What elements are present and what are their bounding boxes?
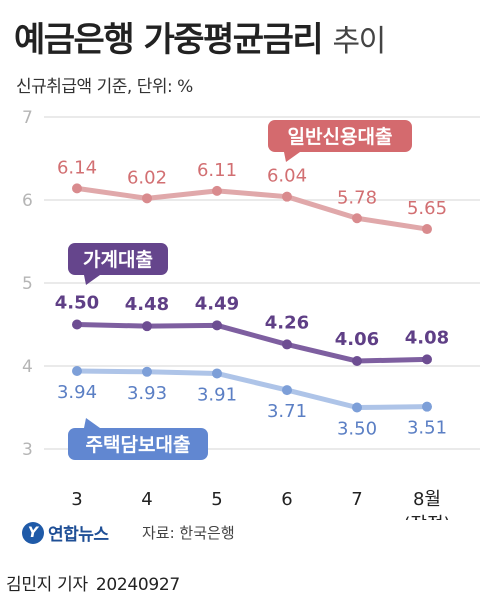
data-point <box>72 319 82 330</box>
line-chart: 6.14 6.02 6.11 6.04 5.78 5.65 4.50 4.48 4.49 4.26… <box>22 108 480 520</box>
data-point <box>212 368 222 379</box>
x-tick-label: 6 <box>281 489 292 510</box>
series-lines <box>74 185 430 410</box>
series-tag-box <box>68 243 168 275</box>
data-label: 3.51 <box>407 418 447 439</box>
series-tag-box <box>68 428 208 460</box>
data-point <box>282 385 292 396</box>
chart-title-main: 예금은행 가중평균금리 <box>14 20 324 60</box>
series-points <box>72 183 432 413</box>
credit-line: 김민지 기자 20240927 <box>6 570 180 595</box>
data-point <box>142 321 152 332</box>
x-tick-label: 7 <box>351 489 362 510</box>
data-label: 3.93 <box>127 383 167 404</box>
data-label: 3.71 <box>267 401 307 422</box>
axis-labels: 3 4 5 6 7 3 4 5 6 7 8월 (잠정) <box>22 108 451 520</box>
data-point <box>352 213 362 224</box>
x-tick-label: 8월 <box>413 489 441 510</box>
yonhap-logo: Y 연합뉴스 <box>22 520 109 545</box>
data-label: 6.02 <box>127 167 167 188</box>
y-tick-label: 3 <box>22 440 33 460</box>
data-point <box>422 401 432 412</box>
author-name: 김민지 기자 <box>6 575 88 595</box>
x-tick-sublabel: (잠정) <box>403 514 450 520</box>
series-tag-label: 주택담보대출 <box>86 434 191 456</box>
data-point <box>72 365 82 376</box>
series-line <box>74 322 430 364</box>
data-point <box>72 183 82 194</box>
data-label: 3.50 <box>337 419 377 440</box>
data-point <box>212 185 222 196</box>
series-line <box>74 185 430 232</box>
data-label: 4.26 <box>265 312 309 333</box>
data-point <box>142 366 152 377</box>
data-label: 4.48 <box>125 294 169 315</box>
credit-bar <box>0 558 500 606</box>
data-label: 4.50 <box>55 293 99 314</box>
data-point <box>282 339 292 350</box>
series-tag-box <box>268 120 412 152</box>
chart-subtitle: 신규취급액 기준, 단위: % <box>16 77 193 97</box>
y-tick-label: 7 <box>22 108 33 128</box>
logo-icon: Y <box>22 521 44 544</box>
data-label: 6.04 <box>267 166 307 187</box>
data-point <box>352 402 362 413</box>
data-label: 4.49 <box>195 293 239 314</box>
x-tick-label: 3 <box>71 489 82 510</box>
chart-title: 예금은행 가중평균금리 추이 <box>14 12 386 61</box>
data-point <box>282 191 292 202</box>
source-note: 자료: 한국은행 <box>142 524 235 542</box>
data-label: 3.94 <box>57 382 97 403</box>
data-label: 6.14 <box>57 157 97 178</box>
data-point <box>422 354 432 365</box>
data-label: 5.78 <box>337 187 377 208</box>
series-tag-pointer <box>284 152 300 162</box>
x-tick-label: 5 <box>211 489 222 510</box>
series-tag-pointer <box>84 418 100 428</box>
x-tick-label: 4 <box>141 489 152 510</box>
data-label: 4.08 <box>405 327 449 348</box>
chart-title-suffix: 추이 <box>332 24 386 59</box>
data-label: 5.65 <box>407 198 447 219</box>
data-point <box>352 356 362 367</box>
data-point <box>142 193 152 204</box>
value-labels: 6.14 6.02 6.11 6.04 5.78 5.65 4.50 4.48 4.49 4.26… <box>55 157 449 439</box>
grid-lines <box>44 116 480 450</box>
data-label: 4.06 <box>335 329 379 350</box>
series-tag-pointer <box>84 275 100 285</box>
credit-date: 20240927 <box>95 575 180 595</box>
logo-text: 연합뉴스 <box>48 525 109 545</box>
y-tick-label: 5 <box>22 274 33 294</box>
series-tag-label: 일반신용대출 <box>288 126 393 148</box>
y-tick-label: 6 <box>22 191 33 211</box>
series-tag-label: 가계대출 <box>83 249 153 271</box>
data-point <box>422 224 432 235</box>
data-point <box>212 320 222 331</box>
data-label: 3.91 <box>197 384 237 405</box>
data-label: 6.11 <box>197 160 237 181</box>
series-line <box>74 368 430 410</box>
y-tick-label: 4 <box>22 357 33 377</box>
